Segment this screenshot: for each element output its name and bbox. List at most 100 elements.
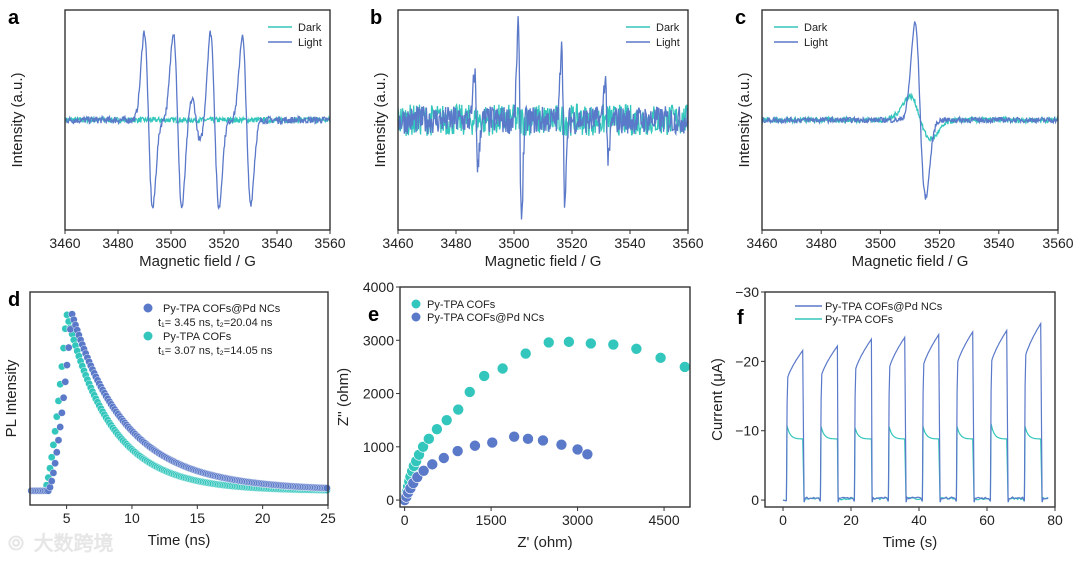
data-point xyxy=(630,342,643,355)
axes-frame xyxy=(399,286,691,508)
data-point xyxy=(64,343,73,352)
x-tick-label: 3480 xyxy=(440,235,471,251)
panel-e: e 0 1500 3000 4500 0 1000 2000 3000 4000 Z' (ohm) Z… xyxy=(335,279,691,551)
x-tick-label: 3540 xyxy=(614,235,645,251)
x-tick-label: 3520 xyxy=(208,235,239,251)
data-point xyxy=(463,386,476,398)
x-tick-label: 3560 xyxy=(1042,235,1073,251)
data-point xyxy=(323,484,331,492)
x-tick-label: 20 xyxy=(255,510,271,526)
data-point xyxy=(607,338,620,351)
watermark-logo-icon: ⦾ xyxy=(8,533,24,555)
panel-label: b xyxy=(370,7,382,29)
legend-label: Dark xyxy=(804,22,828,34)
legend: Py-TPA COFs@Pd NCs t₁= 3.45 ns, t₂=20.04 … xyxy=(143,303,281,357)
plot-area xyxy=(398,336,691,506)
y-axis-label: Z'' (ohm) xyxy=(335,368,352,426)
data-point xyxy=(581,448,594,461)
legend-lifetime: t₁= 3.07 ns, t₂=14.05 ns xyxy=(158,345,273,357)
series-light-line xyxy=(761,21,1059,200)
legend: Dark Light xyxy=(774,22,828,49)
x-tick-label: 3560 xyxy=(672,235,703,251)
data-point xyxy=(537,434,549,447)
data-point xyxy=(54,436,63,444)
y-tick-label: −20 xyxy=(735,353,759,369)
plot-area xyxy=(397,16,689,220)
y-axis-label: Intensity (a.u.) xyxy=(736,72,753,167)
data-point xyxy=(469,439,481,452)
y-tick-label: 4000 xyxy=(363,279,394,295)
x-tick-label: 4500 xyxy=(648,512,679,528)
y-tick-label: −30 xyxy=(735,284,759,300)
data-point xyxy=(51,427,59,436)
data-point xyxy=(426,458,439,471)
data-point xyxy=(52,412,61,421)
x-tick-label: 60 xyxy=(979,512,995,528)
data-point xyxy=(585,337,597,350)
data-point xyxy=(423,433,435,445)
y-tick-label: 2000 xyxy=(363,386,394,402)
x-tick-label: 3540 xyxy=(261,235,292,251)
y-tick-label: 0 xyxy=(386,492,394,508)
y-tick-label: 3000 xyxy=(363,332,394,348)
x-tick-label: 3460 xyxy=(746,235,777,251)
legend: Dark Light xyxy=(626,22,680,49)
data-point xyxy=(56,423,64,431)
panel-a: a 3460 3480 3500 3520 3540 3560 Magnetic field … xyxy=(8,7,346,270)
x-tick-label: 3000 xyxy=(562,512,593,528)
x-tick-label: 3540 xyxy=(983,235,1014,251)
legend-marker xyxy=(411,299,421,309)
data-point xyxy=(522,433,534,445)
legend-lifetime: t₁= 3.45 ns, t₂=20.04 ns xyxy=(158,317,273,329)
data-point xyxy=(417,441,429,453)
axes-frame xyxy=(764,291,1056,508)
data-point xyxy=(508,430,520,443)
series-py-tpa-cofs-pd-line xyxy=(782,321,1049,503)
data-point xyxy=(58,409,66,417)
data-point xyxy=(486,436,499,449)
x-tick-label: 3520 xyxy=(924,235,955,251)
plot-area xyxy=(64,30,331,211)
x-tick-label: 3520 xyxy=(556,235,587,251)
x-axis-label: Magnetic field / G xyxy=(139,253,256,270)
x-tick-label: 10 xyxy=(124,510,140,526)
plot-area xyxy=(27,310,331,495)
data-point xyxy=(431,423,443,436)
legend-label: Light xyxy=(298,37,322,49)
data-point xyxy=(47,477,56,485)
x-tick-label: 5 xyxy=(63,510,71,526)
x-axis-label: Magnetic field / G xyxy=(852,253,969,270)
x-tick-label: 3500 xyxy=(498,235,529,251)
y-axis-label: PL Intensity xyxy=(3,359,20,437)
watermark: ⦾ 大数跨境 xyxy=(8,531,114,555)
x-axis-label: Time (s) xyxy=(883,534,937,551)
data-point xyxy=(542,336,555,349)
panel-label: e xyxy=(368,304,379,326)
legend-label: Py-TPA COFs@Pd NCs xyxy=(163,303,281,315)
x-tick-label: 40 xyxy=(911,512,927,528)
series-light-line xyxy=(64,30,331,211)
x-axis-label: Magnetic field / G xyxy=(485,253,602,270)
x-tick-label: 25 xyxy=(320,510,336,526)
plot-area xyxy=(782,321,1049,503)
data-point xyxy=(49,469,58,477)
x-tick-label: 0 xyxy=(401,512,409,528)
axes-frame xyxy=(29,291,329,506)
panel-label: a xyxy=(8,7,20,29)
legend-label: Light xyxy=(656,37,680,49)
x-axis-label: Z' (ohm) xyxy=(517,534,572,551)
data-point xyxy=(63,361,71,369)
panel-d: d 5 10 15 20 25 Time (ns) PL Intensity Py-TPA CO… xyxy=(3,289,336,549)
plot-area xyxy=(761,21,1059,200)
data-point xyxy=(59,393,68,402)
data-point xyxy=(417,464,430,477)
legend-label: Dark xyxy=(298,22,322,34)
panel-label: f xyxy=(737,307,744,329)
x-tick-label: 3500 xyxy=(155,235,186,251)
legend: Dark Light xyxy=(268,22,322,49)
data-point xyxy=(519,347,532,360)
legend-label: Dark xyxy=(656,22,680,34)
data-point xyxy=(478,370,490,382)
